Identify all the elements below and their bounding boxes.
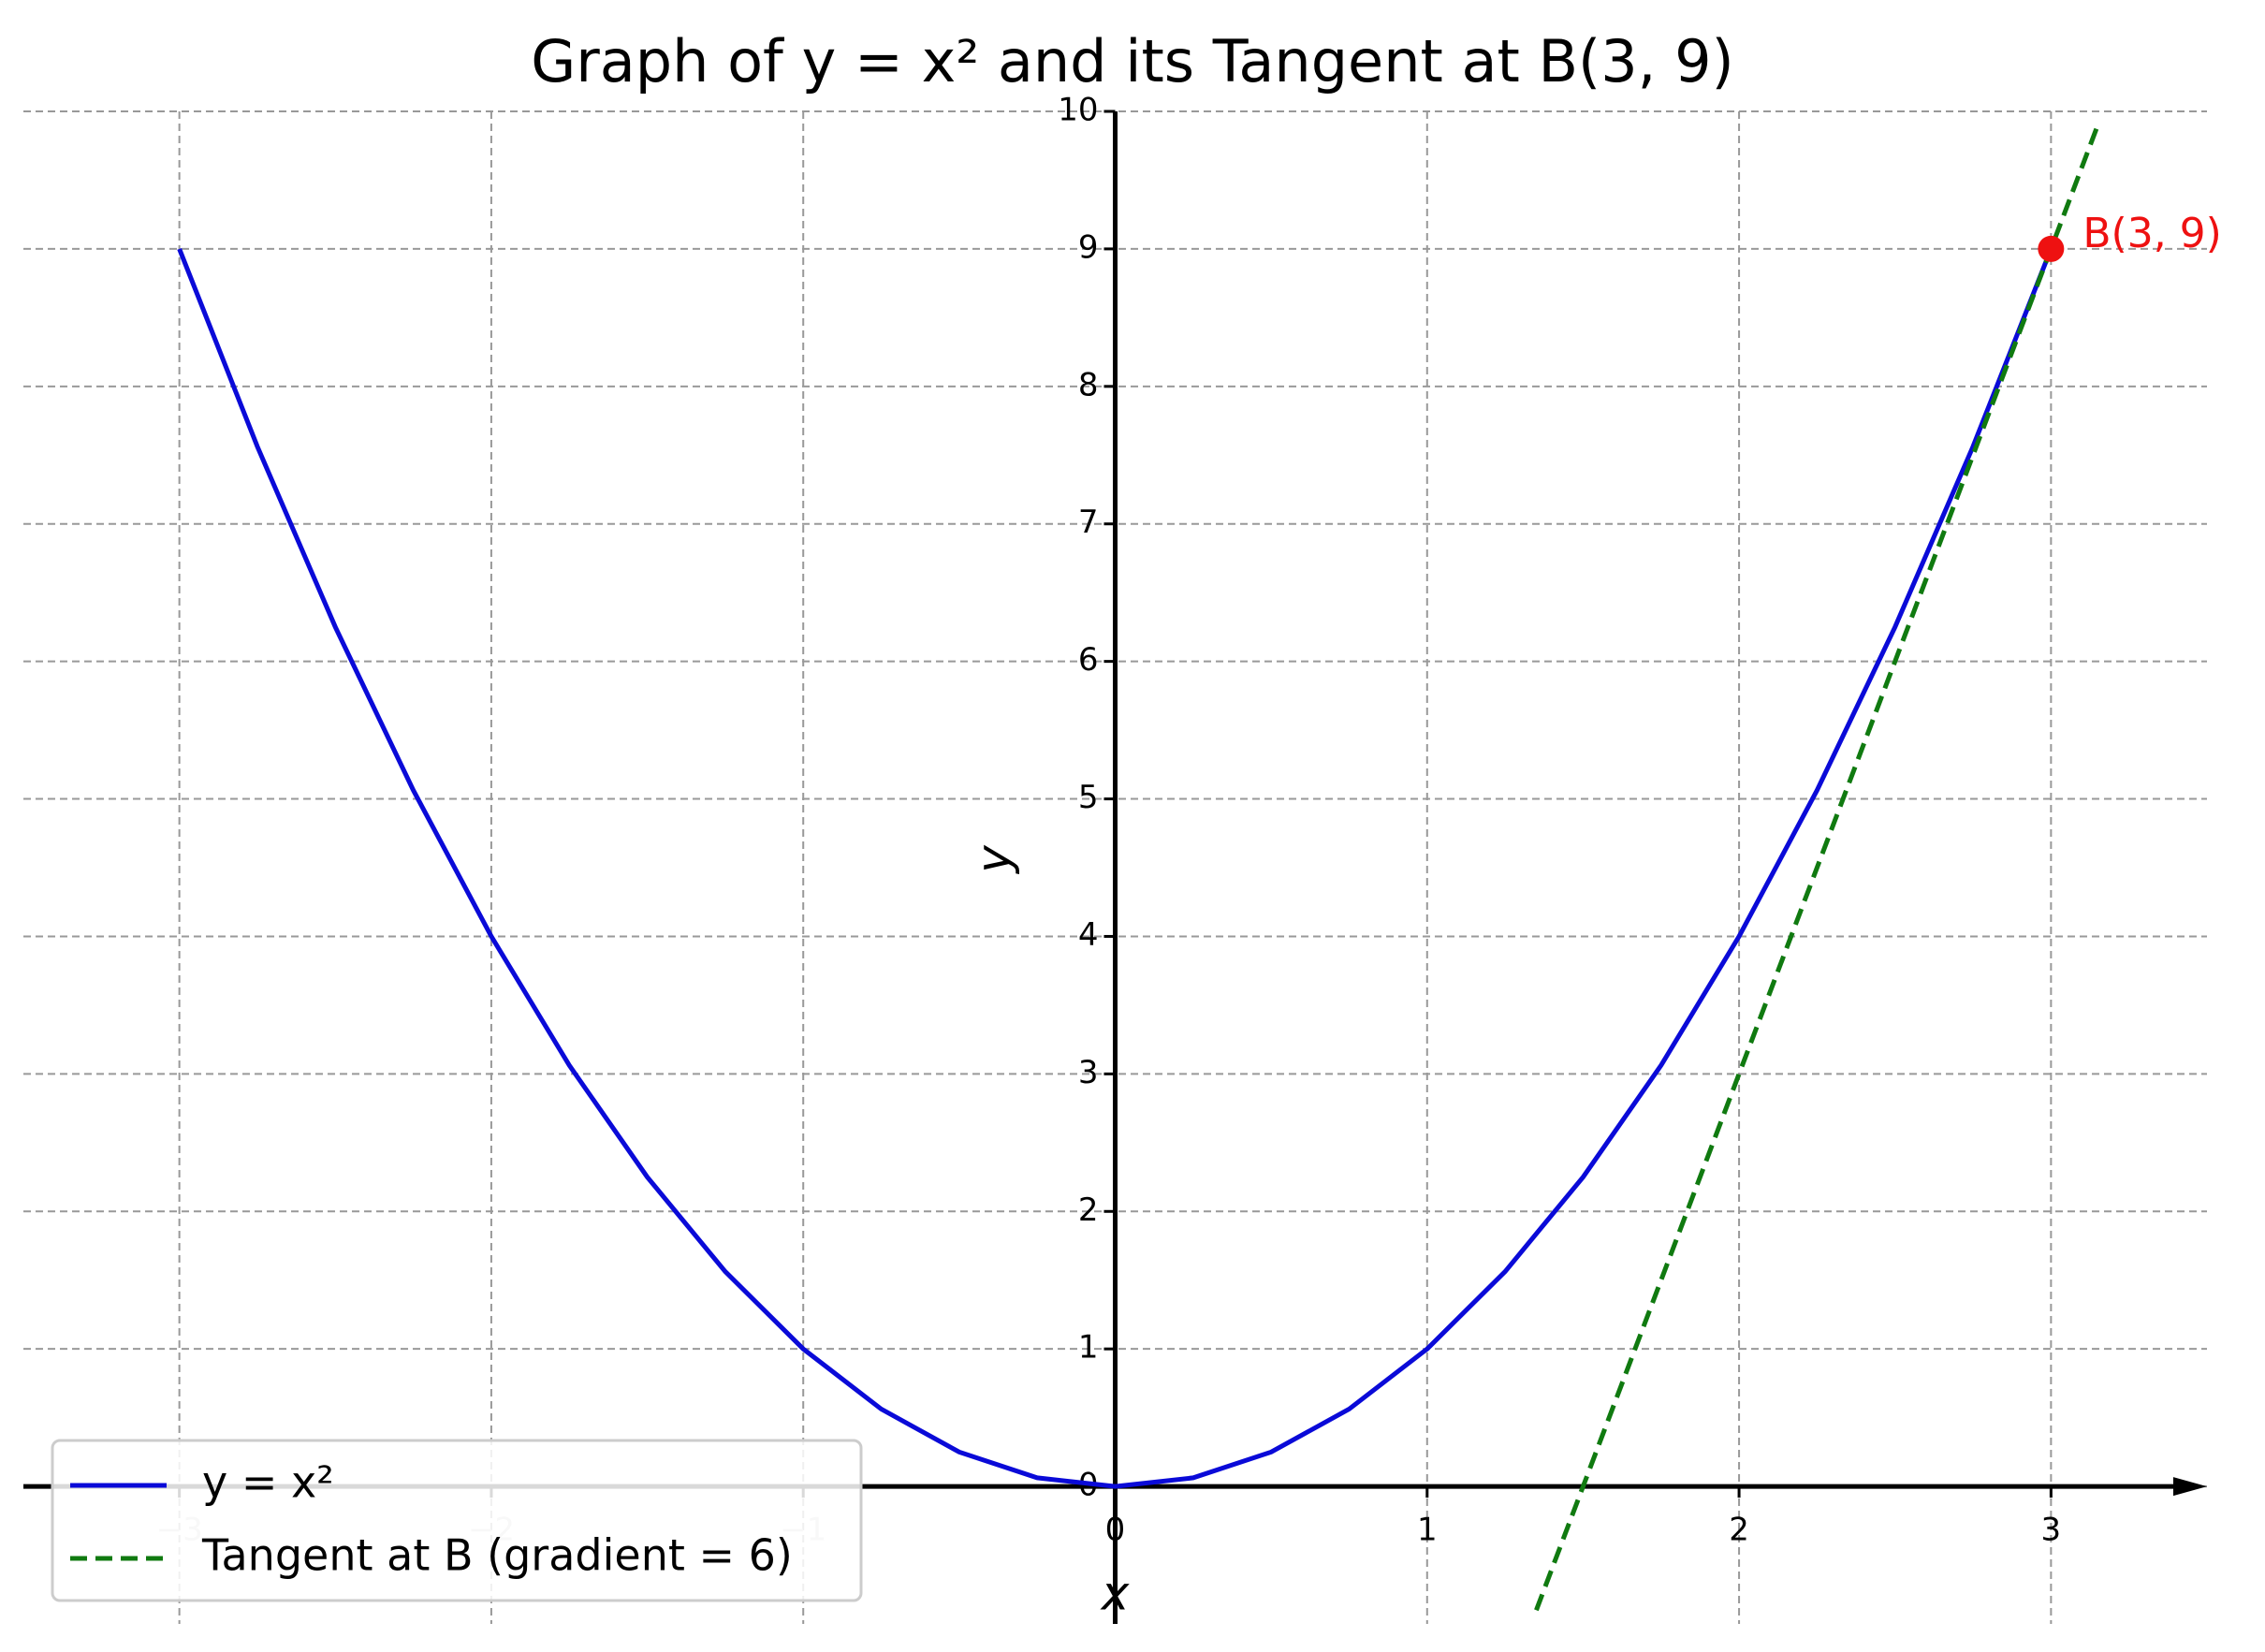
y-tick-label: 7 — [1078, 504, 1099, 541]
point-label: B(3, 9) — [2082, 210, 2221, 257]
x-tick-label: 0 — [1105, 1512, 1126, 1549]
y-tick-label: 5 — [1078, 779, 1099, 816]
x-axis-arrow — [2173, 1477, 2207, 1497]
y-axis-label: y — [967, 844, 1021, 875]
chart-title: Graph of y = x² and its Tangent at B(3, … — [531, 27, 1734, 95]
legend-label: Tangent at B (gradient = 6) — [201, 1530, 793, 1581]
y-tick-label: 10 — [1058, 92, 1098, 129]
x-tick-label: 1 — [1417, 1512, 1438, 1549]
legend-box — [51, 1439, 863, 1602]
y-tick-label: 3 — [1078, 1054, 1099, 1091]
series-line — [177, 247, 2053, 1489]
x-axis-label: x — [1100, 1567, 1130, 1621]
y-tick-label: 9 — [1078, 228, 1099, 266]
legend-label: y = x² — [202, 1457, 334, 1508]
y-tick-label: 6 — [1078, 641, 1099, 679]
legend: y = x² Tangent at B (gradient = 6) — [51, 1439, 863, 1602]
y-tick-label: 8 — [1078, 366, 1099, 403]
y-tick-label: 1 — [1078, 1329, 1099, 1367]
point-marker — [2038, 235, 2065, 262]
x-tick-label: 2 — [1729, 1512, 1749, 1549]
series-line — [1534, 124, 2100, 1612]
y-tick-label: 2 — [1078, 1191, 1099, 1229]
y-tick-label: 4 — [1078, 916, 1099, 954]
x-tick-label: 3 — [2041, 1512, 2062, 1549]
